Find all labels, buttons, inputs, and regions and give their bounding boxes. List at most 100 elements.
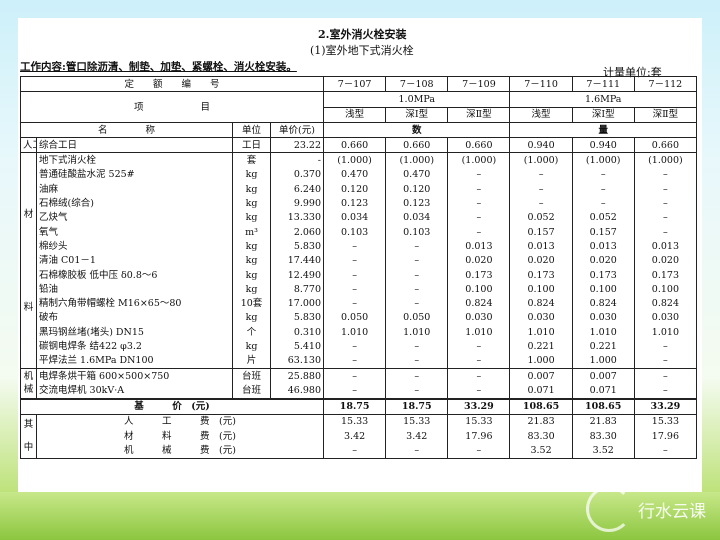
base-price-value: 33.29 xyxy=(447,398,511,415)
table-row: 交流电焊机 30kV·A 台班 46.980– – –0.071 0.071– xyxy=(21,383,698,399)
breakdown-value: 83.30 xyxy=(571,429,635,444)
quantity-value: – xyxy=(571,182,635,197)
base-price-value: 108.65 xyxy=(571,398,635,415)
quantity-value: 0.660 xyxy=(323,137,387,154)
item-price: 2.060 xyxy=(269,224,325,240)
table-row: 石棉绒(综合) kg 9.990 0.123 0.123– – – – xyxy=(21,196,698,211)
base-price-value: 18.75 xyxy=(323,398,387,415)
type-label: 深Ⅱ型 xyxy=(633,106,698,123)
item-unit: 10套 xyxy=(232,296,271,311)
quantity-value: 1.000 xyxy=(571,353,635,369)
table-row: 项 目 1.0MPa 1.6MPa xyxy=(19,91,697,123)
quantity-value: 0.660 xyxy=(385,137,449,154)
quantity-value: 0.100 xyxy=(509,282,573,297)
table-row: 材料地下式消火栓套 - (1.000) (1.000) (1.000) (1.000) (1… xyxy=(20,152,698,369)
breakdown-value: – xyxy=(385,443,449,459)
section-title: 2.室外消火栓安装 xyxy=(318,28,407,41)
quantity-value: – xyxy=(385,383,449,399)
group-label: 机械 xyxy=(20,367,37,399)
breakdown-label: 机 械 费 (元) xyxy=(35,443,325,459)
base-price-value: 108.65 xyxy=(509,398,573,415)
quantity-value: 1.010 xyxy=(571,325,635,340)
item-price: 5.410 xyxy=(269,339,325,354)
quantity-value: 0.071 xyxy=(509,383,573,399)
quantity-value: 0.030 xyxy=(633,310,698,326)
quantity-value: 0.050 xyxy=(385,310,449,326)
quantity-value: – xyxy=(633,210,698,225)
breakdown-value: 15.33 xyxy=(633,413,698,430)
quota-table: 定 额 编 号 7－107 7－108 7－109 7－110 7－111 7－112 项 目… xyxy=(19,75,698,459)
table-row: 铅油 kg 8.770– –0.100 0.100 0.100 0.100 xyxy=(21,282,698,297)
breakdown-label: 材 料 费 (元) xyxy=(35,429,325,444)
table-row: 名 称单位 单价(元) 数量 xyxy=(20,121,697,139)
quantity-value: 0.173 xyxy=(571,267,635,283)
item-unit: kg xyxy=(232,253,271,268)
item-name: 清油 C01－1 xyxy=(36,253,233,268)
quantity-value: – xyxy=(385,282,449,297)
quantity-value: – xyxy=(571,196,635,211)
quantity-value: 0.020 xyxy=(633,253,698,268)
quantity-value: – xyxy=(385,367,449,384)
item-unit: kg xyxy=(232,210,271,225)
table-row: 破布 kg 5.830 0.050 0.050 0.030 0.030 0.030 0.030 xyxy=(21,310,698,326)
quantity-value: – xyxy=(633,167,698,183)
item-price: 8.770 xyxy=(269,282,325,297)
item-price: 17.000 xyxy=(269,296,325,311)
quantity-value: (1.000) xyxy=(571,152,635,168)
quantity-value: 0.103 xyxy=(385,224,449,240)
quantity-value: 0.034 xyxy=(385,210,449,225)
item-price: 9.990 xyxy=(269,196,325,211)
quantity-value: – xyxy=(633,339,698,354)
quantity-value: (1.000) xyxy=(633,152,698,168)
item-price: 6.240 xyxy=(269,182,325,197)
table-row: 清油 C01－1 kg 17.440– –0.020 0.020 0.020 0.020 xyxy=(21,253,698,268)
table-row: 普通硅酸盐水泥 525# kg 0.370 0.470 0.470– – – – xyxy=(21,167,698,183)
quota-code: 7－107 xyxy=(323,75,387,93)
table-row: 油麻 kg 6.240 0.120 0.120– – – – xyxy=(21,182,698,197)
quantity-value: 0.020 xyxy=(509,253,573,268)
quantity-value: 0.020 xyxy=(571,253,635,268)
quantity-value: 0.030 xyxy=(447,310,511,326)
quantity-value: 0.013 xyxy=(633,239,698,254)
quantity-value: – xyxy=(323,353,387,369)
table-row: 碳钢电焊条 结422 φ3.2 kg 5.410– – –0.221 0.221– xyxy=(21,339,698,354)
quantity-value: 0.052 xyxy=(509,210,573,225)
breakdown-value: 3.42 xyxy=(323,429,387,444)
base-price-value: 18.75 xyxy=(385,398,449,415)
table-row: 平焊法兰 1.6MPa DN100 片 63.130– – –1.000 1.000– xyxy=(21,353,698,369)
quantity-value: – xyxy=(509,167,573,183)
price-header: 单价(元) xyxy=(269,121,325,139)
item-unit: 套 xyxy=(232,152,271,168)
group-char: 料 xyxy=(23,301,34,313)
item-name: 石棉橡胶板 低中压 δ0.8～6 xyxy=(36,267,233,283)
item-name: 石棉绒(综合) xyxy=(36,196,233,211)
item-name: 乙炔气 xyxy=(36,210,233,225)
item-name: 油麻 xyxy=(36,182,233,197)
type-label: 浅型 xyxy=(323,106,387,123)
item-price: 25.880 xyxy=(269,367,325,384)
quantity-value: 1.010 xyxy=(385,325,449,340)
quantity-value: 0.013 xyxy=(509,239,573,254)
breakdown-value: 15.33 xyxy=(385,413,449,430)
quantity-value: 0.470 xyxy=(385,167,449,183)
logo: 行水云课 xyxy=(586,486,706,532)
quantity-value: 0.050 xyxy=(323,310,387,326)
item-unit: 台班 xyxy=(232,367,271,384)
item-name: 铅油 xyxy=(36,282,233,297)
breakdown-value: – xyxy=(323,443,387,459)
item-name: 碳钢电焊条 结422 φ3.2 xyxy=(36,339,233,354)
table-row: 材 料 费 (元) 3.42 3.42 17.96 83.30 83.30 17.96 xyxy=(21,429,698,444)
quantity-value: – xyxy=(447,367,511,384)
quantity-value: 0.030 xyxy=(509,310,573,326)
quantity-value: 0.103 xyxy=(323,224,387,240)
quantity-value: 0.030 xyxy=(571,310,635,326)
name-header: 名 称 xyxy=(20,121,233,139)
qty-header: 量 xyxy=(509,121,697,139)
quantity-value: 0.940 xyxy=(571,137,635,154)
quantity-value: 0.824 xyxy=(571,296,635,311)
item-name: 破布 xyxy=(36,310,233,326)
document-page: 2.室外消火栓安装 (1)室外地下式消火栓 工作内容:管口除沥清、制垫、加垫、紧… xyxy=(18,18,702,492)
quantity-value: – xyxy=(323,383,387,399)
breakdown-value: 17.96 xyxy=(447,429,511,444)
group-char: 其 xyxy=(23,419,34,431)
